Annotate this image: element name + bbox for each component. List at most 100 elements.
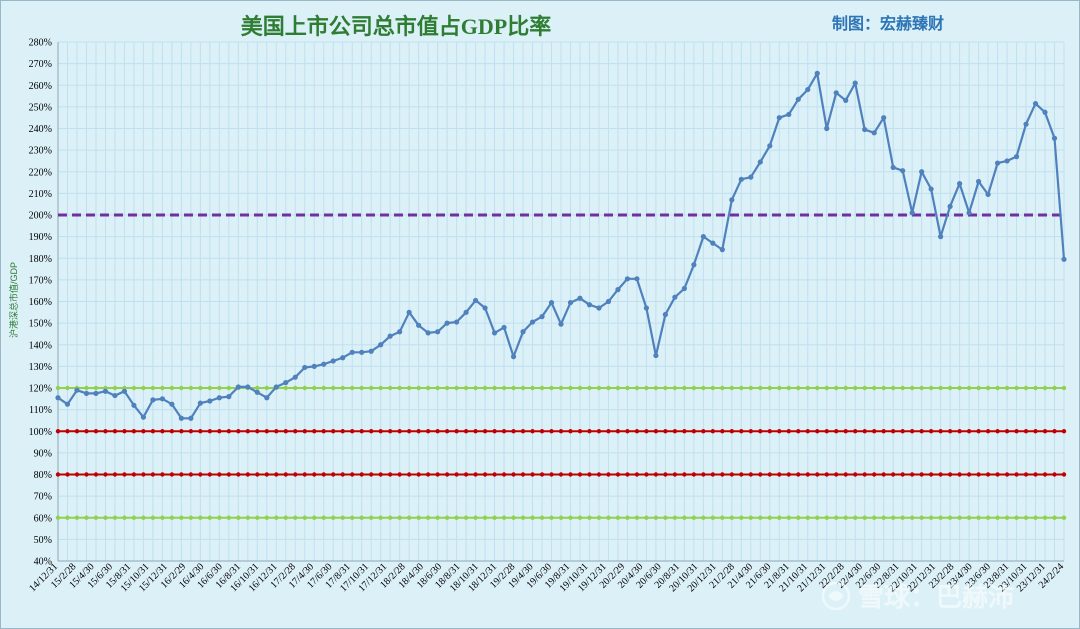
reference-point bbox=[293, 385, 298, 391]
reference-point bbox=[890, 385, 896, 391]
reference-point bbox=[957, 385, 962, 391]
reference-point bbox=[1042, 385, 1048, 391]
reference-point bbox=[558, 385, 564, 391]
reference-point bbox=[255, 429, 260, 434]
reference-point bbox=[312, 429, 317, 434]
reference-point bbox=[501, 472, 507, 477]
reference-point bbox=[1023, 385, 1029, 391]
data-point bbox=[729, 197, 735, 203]
reference-point bbox=[103, 472, 108, 477]
reference-point bbox=[359, 472, 364, 477]
data-point bbox=[64, 401, 71, 407]
data-point bbox=[738, 176, 744, 182]
reference-point bbox=[691, 472, 697, 477]
reference-point bbox=[217, 429, 222, 434]
reference-point bbox=[530, 385, 535, 391]
reference-point bbox=[928, 385, 934, 391]
reference-point bbox=[957, 515, 962, 520]
reference-point bbox=[255, 472, 260, 477]
reference-point bbox=[226, 429, 232, 434]
reference-point bbox=[890, 515, 896, 520]
reference-point bbox=[492, 385, 497, 391]
y-tick-label: 40% bbox=[34, 557, 52, 568]
reference-point bbox=[293, 472, 298, 477]
reference-point bbox=[615, 429, 621, 434]
y-tick-label: 90% bbox=[34, 448, 52, 459]
reference-point bbox=[587, 429, 592, 434]
reference-point bbox=[976, 429, 981, 434]
data-point bbox=[178, 415, 184, 421]
reference-point bbox=[302, 472, 307, 477]
data-point bbox=[852, 80, 858, 86]
y-tick-label: 110% bbox=[29, 405, 52, 416]
reference-point bbox=[65, 429, 70, 434]
reference-point bbox=[1004, 472, 1010, 477]
reference-point bbox=[463, 515, 469, 520]
reference-point bbox=[796, 385, 801, 391]
reference-point bbox=[881, 385, 886, 391]
reference-point bbox=[862, 385, 867, 391]
reference-point bbox=[919, 385, 924, 391]
data-point bbox=[510, 354, 517, 360]
data-point bbox=[264, 395, 270, 401]
y-tick-label: 250% bbox=[29, 102, 52, 113]
reference-point bbox=[890, 472, 896, 477]
data-point bbox=[1051, 135, 1058, 141]
reference-point bbox=[568, 385, 573, 391]
reference-point bbox=[796, 429, 801, 434]
reference-point bbox=[919, 515, 924, 520]
reference-point bbox=[634, 472, 640, 477]
reference-point bbox=[340, 429, 345, 434]
reference-point bbox=[217, 472, 222, 477]
reference-point bbox=[1042, 515, 1048, 520]
reference-point bbox=[1033, 429, 1038, 434]
reference-point bbox=[160, 472, 165, 477]
reference-point bbox=[331, 385, 336, 391]
data-point bbox=[159, 396, 165, 402]
reference-point bbox=[302, 429, 307, 434]
reference-point bbox=[691, 429, 697, 434]
reference-point bbox=[397, 385, 402, 391]
data-point bbox=[615, 287, 621, 293]
reference-point bbox=[93, 385, 99, 391]
reference-point bbox=[501, 515, 507, 520]
reference-point bbox=[1004, 429, 1010, 434]
reference-point bbox=[729, 429, 735, 434]
reference-point bbox=[463, 385, 469, 391]
data-point bbox=[662, 311, 668, 318]
reference-point bbox=[691, 515, 697, 520]
reference-point bbox=[331, 515, 336, 520]
reference-point bbox=[350, 472, 355, 477]
reference-point bbox=[1033, 385, 1038, 391]
data-point bbox=[805, 86, 811, 93]
reference-point bbox=[482, 515, 488, 520]
reference-point bbox=[644, 385, 649, 391]
reference-point bbox=[217, 515, 222, 520]
data-point bbox=[596, 305, 602, 311]
reference-point bbox=[625, 472, 630, 477]
y-tick-label: 170% bbox=[29, 275, 52, 286]
data-point bbox=[919, 169, 925, 175]
reference-point bbox=[663, 515, 668, 520]
reference-point bbox=[444, 472, 450, 477]
reference-point bbox=[179, 429, 184, 434]
reference-point bbox=[425, 472, 431, 477]
data-point bbox=[871, 130, 877, 136]
reference-point bbox=[615, 385, 621, 391]
reference-point bbox=[881, 515, 886, 520]
data-point bbox=[558, 321, 564, 327]
y-tick-label: 180% bbox=[29, 254, 52, 265]
data-point bbox=[900, 168, 906, 174]
reference-point bbox=[909, 472, 915, 477]
reference-point bbox=[596, 472, 602, 477]
reference-point bbox=[169, 472, 175, 477]
reference-point bbox=[93, 515, 99, 520]
reference-point bbox=[871, 472, 877, 477]
reference-point bbox=[122, 515, 127, 520]
reference-point bbox=[321, 515, 326, 520]
reference-point bbox=[65, 385, 70, 391]
data-point bbox=[1013, 154, 1020, 160]
data-point bbox=[605, 298, 612, 305]
data-point bbox=[691, 262, 697, 268]
reference-point bbox=[853, 515, 858, 520]
